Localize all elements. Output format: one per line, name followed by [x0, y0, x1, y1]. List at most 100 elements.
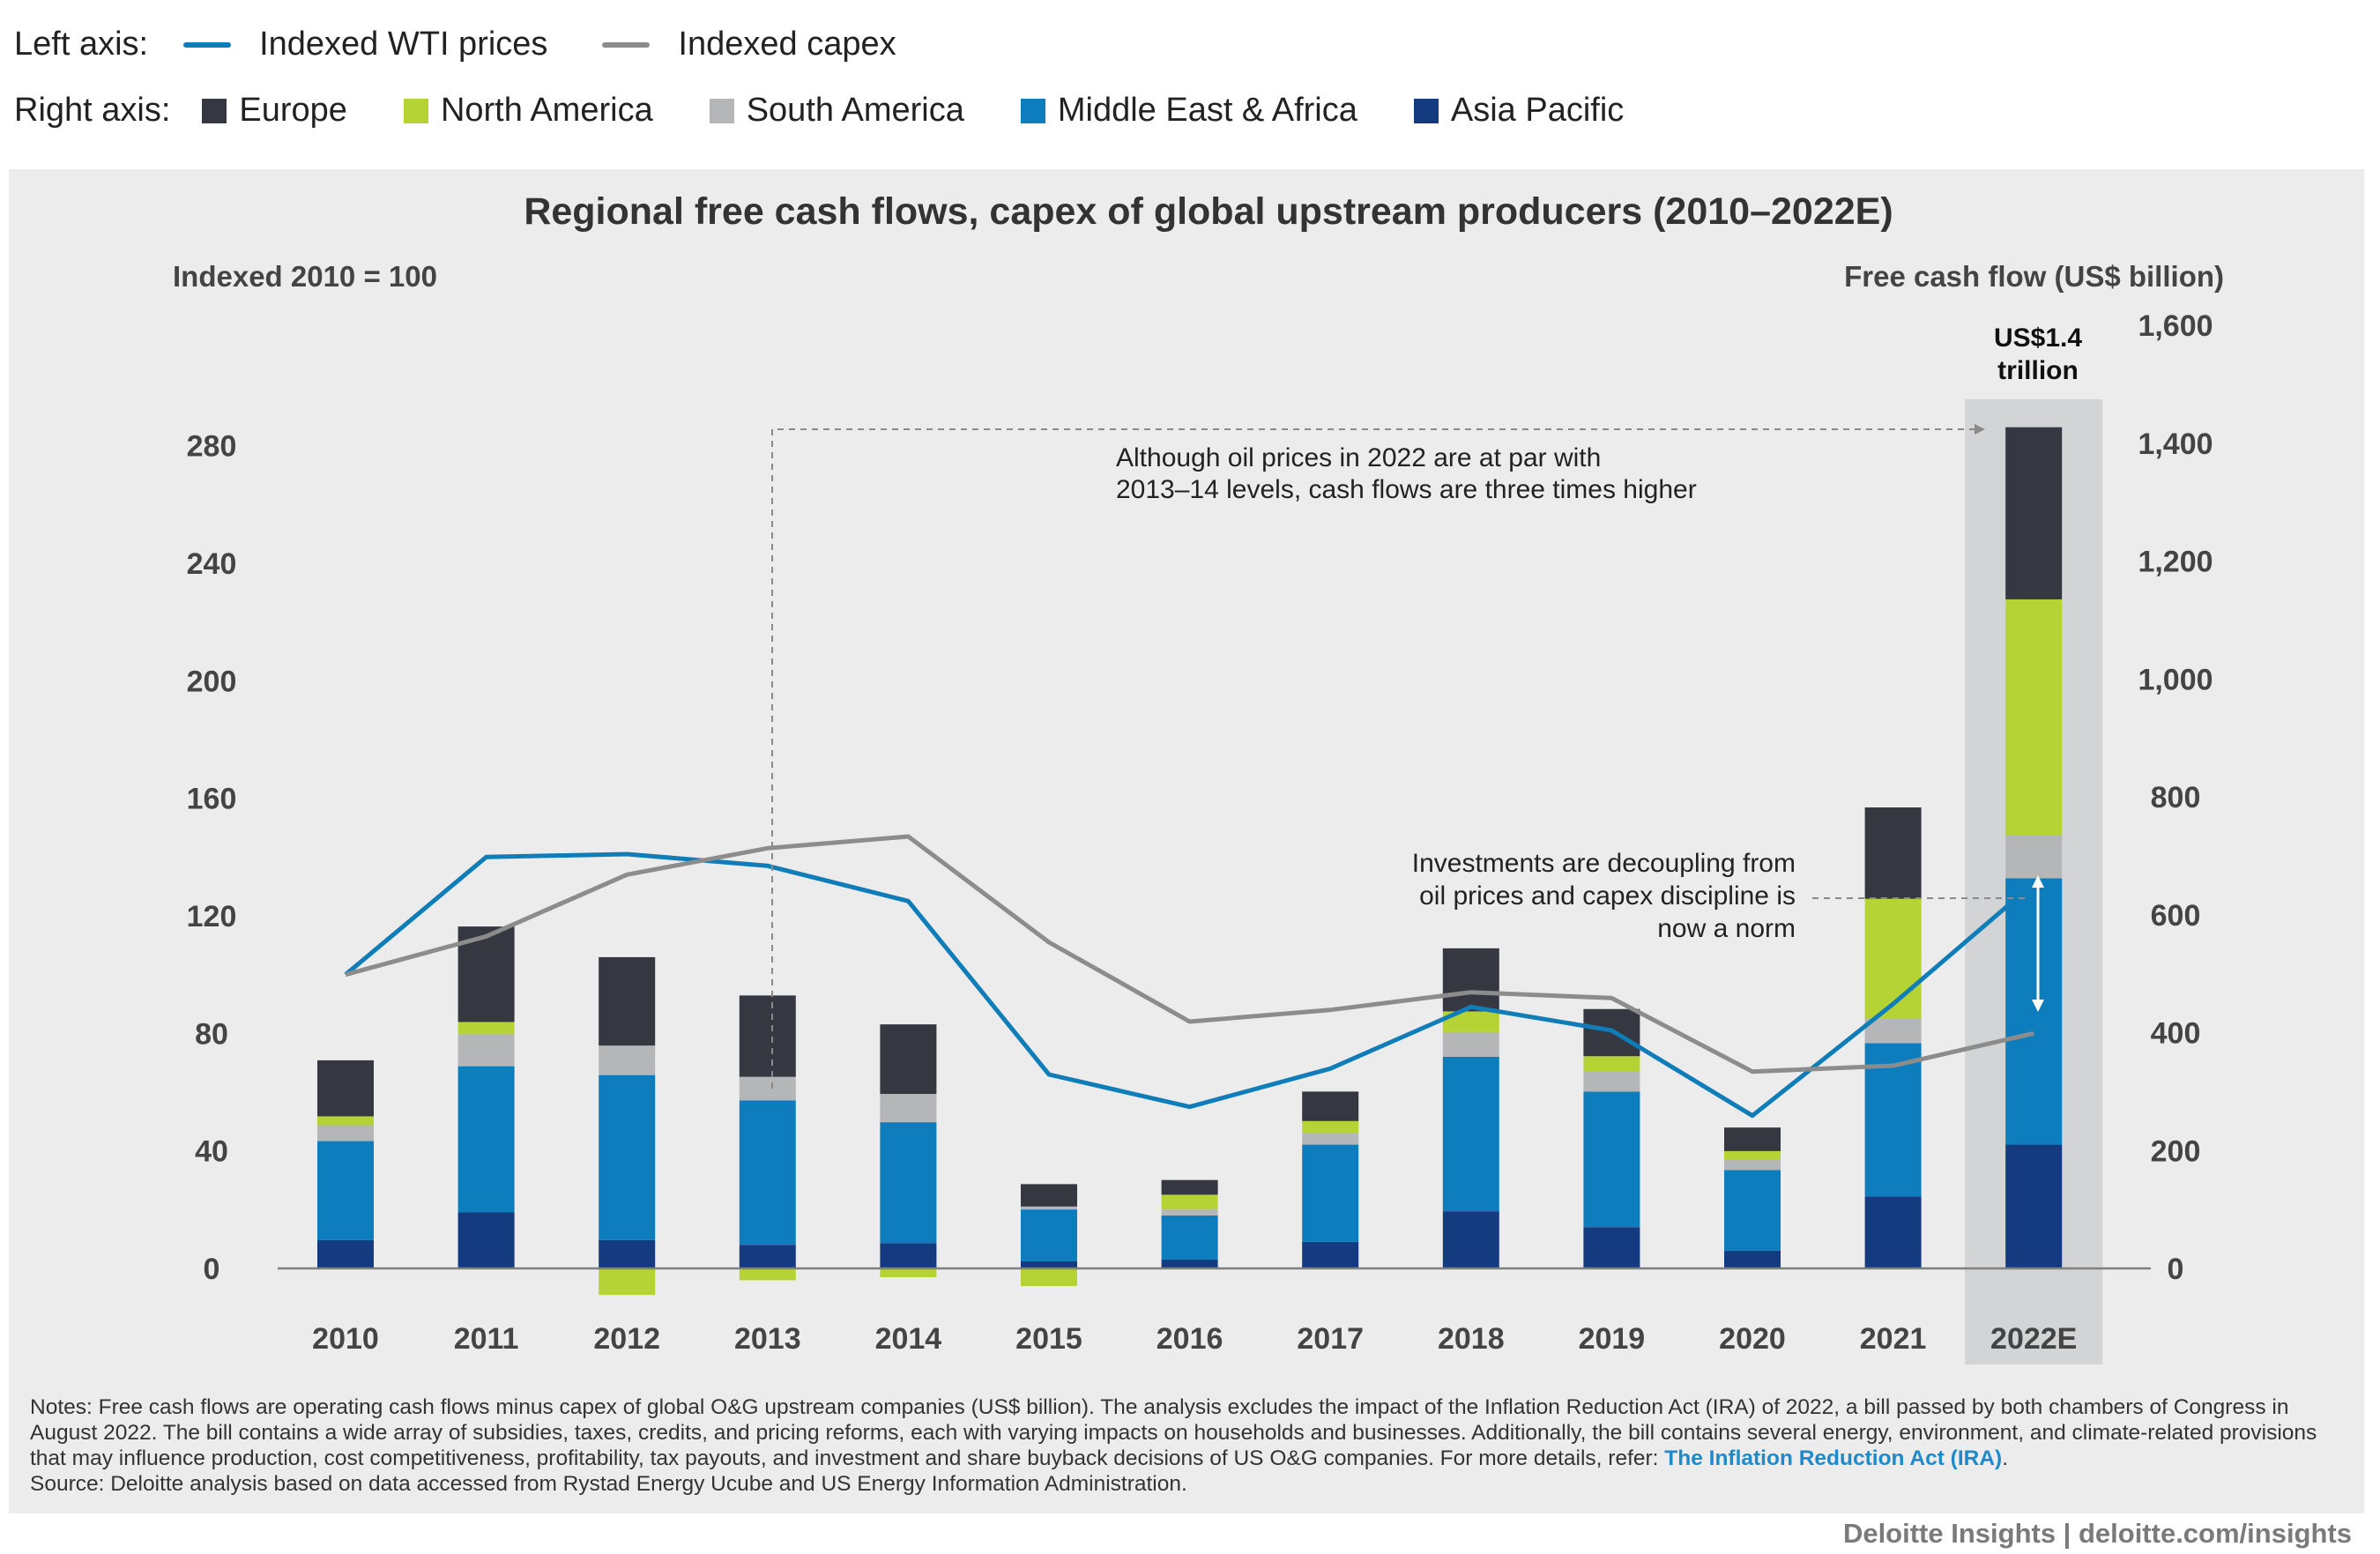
bar-2011-south-america	[457, 1033, 515, 1067]
x-axis-label-2017: 2017	[1297, 1322, 1364, 1356]
left-axis-tick-5: 200	[187, 665, 237, 698]
bar-2019-north-america	[1583, 1056, 1640, 1071]
bar-2010-south-america	[317, 1125, 374, 1141]
legend-wti-label: Indexed WTI prices	[259, 26, 548, 63]
bar-2013-middle-east-africa	[739, 1100, 796, 1245]
annotation-side-line2: oil prices and capex discipline is	[1419, 881, 1796, 911]
left-axis-tick-1: 40	[195, 1135, 228, 1169]
bar-2018-europe	[1442, 948, 1499, 1012]
x-axis-label-2021: 2021	[1860, 1322, 1927, 1356]
legend-right-axis-label: Right axis:	[14, 92, 171, 129]
bar-2016-middle-east-africa	[1161, 1215, 1218, 1260]
bar-2010-middle-east-africa	[317, 1141, 374, 1240]
bar-2012-asia-pacific	[599, 1239, 656, 1268]
x-axis-label-2019: 2019	[1579, 1322, 1646, 1356]
bar-2022E-north-america	[2005, 599, 2063, 836]
bar-2012-south-america	[599, 1045, 656, 1075]
right-axis-tick-8: 1,600	[2138, 309, 2213, 343]
total-callout-line1: US$1.4	[1994, 323, 2082, 353]
legend-europe-label: Europe	[239, 92, 347, 129]
bar-2016-asia-pacific	[1161, 1259, 1218, 1268]
legend-item-north-america: North America	[403, 92, 653, 130]
bar-2015-north-america	[1021, 1268, 1077, 1287]
left-axis-tick-0: 0	[204, 1253, 220, 1286]
legend-item-wti: Indexed WTI prices	[183, 26, 547, 63]
bar-stacks	[317, 427, 2063, 1296]
bar-2011-asia-pacific	[457, 1212, 515, 1268]
x-axis-label-2015: 2015	[1015, 1322, 1082, 1356]
bar-2010-asia-pacific	[317, 1239, 374, 1268]
bar-2018-middle-east-africa	[1442, 1056, 1499, 1212]
right-axis-tick-5: 1,000	[2138, 663, 2213, 696]
bar-2013-south-america	[739, 1076, 796, 1101]
bar-2011-middle-east-africa	[457, 1066, 515, 1213]
left-axis-tick-7: 280	[187, 430, 237, 464]
bar-2022E-south-america	[2005, 835, 2063, 879]
bar-2018-north-america	[1442, 1011, 1499, 1032]
bar-2017-asia-pacific	[1302, 1241, 1359, 1268]
legend-south-america-label: South America	[746, 92, 964, 129]
bar-2021-europe	[1864, 807, 1922, 899]
bar-2020-north-america	[1724, 1150, 1781, 1160]
notes-block: Notes: Free cash flows are operating cas…	[30, 1394, 2357, 1497]
legend-item-europe: Europe	[202, 92, 347, 130]
bar-2015-europe	[1021, 1184, 1077, 1207]
bar-2016-north-america	[1161, 1194, 1218, 1210]
bar-2019-asia-pacific	[1583, 1227, 1640, 1268]
line-indexed-wti-prices	[344, 851, 2035, 1119]
left-axis-tick-6: 240	[187, 547, 237, 581]
bar-2022E-europe	[2005, 427, 2063, 599]
x-axis-label-2010: 2010	[312, 1322, 379, 1356]
ira-link[interactable]: The Inflation Reduction Act (IRA)	[1664, 1446, 2003, 1470]
line-indexed-capex	[345, 834, 2034, 1074]
annotation-top-line2: 2013–14 levels, cash flows are three tim…	[1116, 475, 1697, 504]
legend-left-axis: Left axis: Indexed WTI prices Indexed ca…	[14, 26, 951, 63]
x-axis-label-2014: 2014	[875, 1322, 942, 1356]
legend-item-middle-east-africa: Middle East & Africa	[1020, 92, 1357, 130]
legend-asia-pacific-swatch	[1413, 98, 1439, 123]
bar-2020-south-america	[1724, 1159, 1781, 1171]
legend-item-south-america: South America	[709, 92, 964, 130]
annotation-side-line1: Investments are decoupling from	[1412, 849, 1796, 878]
bar-2016-south-america	[1161, 1209, 1218, 1216]
bar-2021-asia-pacific	[1864, 1196, 1922, 1268]
gap-arrow-down-head	[2032, 1000, 2044, 1012]
x-axis-label-2016: 2016	[1157, 1322, 1223, 1356]
bar-2017-europe	[1302, 1091, 1359, 1121]
bar-2012-north-america	[599, 1268, 656, 1296]
right-axis-tick-6: 1,200	[2138, 546, 2213, 579]
chart-panel: Regional free cash flows, capex of globa…	[9, 169, 2364, 1513]
right-axis-tick-1: 200	[2151, 1134, 2201, 1168]
bar-2021-middle-east-africa	[1864, 1043, 1922, 1197]
bar-2010-north-america	[317, 1116, 374, 1126]
bar-2013-europe	[739, 995, 796, 1077]
bar-2017-north-america	[1302, 1120, 1359, 1134]
bar-2020-middle-east-africa	[1724, 1170, 1781, 1251]
footer-credit[interactable]: Deloitte Insights | deloitte.com/insight…	[1842, 1518, 2352, 1549]
left-axis-tick-4: 160	[187, 783, 237, 816]
bar-2014-south-america	[880, 1094, 937, 1123]
right-axis-tick-4: 800	[2151, 781, 2201, 814]
left-axis-title: Indexed 2010 = 100	[173, 260, 437, 293]
x-axis-label-2020: 2020	[1719, 1322, 1786, 1356]
bar-2022E-middle-east-africa	[2005, 878, 2063, 1145]
annotation-top-line1: Although oil prices in 2022 are at par w…	[1116, 443, 1601, 472]
x-axis-label-2013: 2013	[734, 1322, 801, 1356]
legend-south-america-swatch	[709, 98, 734, 123]
bar-2018-asia-pacific	[1442, 1211, 1499, 1268]
legend-asia-pacific-label: Asia Pacific	[1450, 92, 1625, 129]
bar-2019-south-america	[1583, 1070, 1640, 1092]
bar-2016-europe	[1161, 1179, 1218, 1195]
x-axis-label-2011: 2011	[454, 1322, 519, 1356]
bar-2010-europe	[317, 1060, 374, 1117]
left-axis-ticks: 0 40 80 120 160 200 240 280	[187, 430, 237, 1286]
notes-link-suffix: .	[2002, 1446, 2009, 1470]
notes-source: Source: Deloitte analysis based on data …	[30, 1472, 1187, 1496]
index-lines	[344, 834, 2035, 1119]
gap-arrow-up-head	[2032, 875, 2044, 888]
x-axis-label-2022E: 2022E	[1990, 1322, 2077, 1356]
legend-right-axis: Right axis: Europe North America South A…	[14, 92, 1678, 130]
legend-capex-label: Indexed capex	[678, 26, 896, 63]
annotation-side-line3: now a norm	[1657, 914, 1796, 943]
bar-2013-north-america	[739, 1268, 796, 1281]
